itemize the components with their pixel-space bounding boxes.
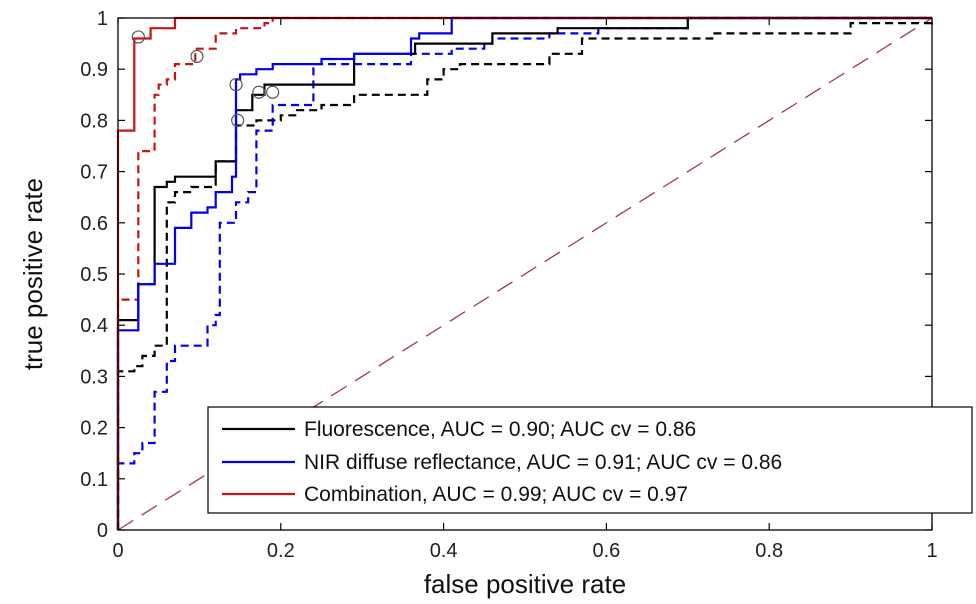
y-tick-label: 0: [97, 520, 108, 542]
x-tick-label: 1: [926, 540, 937, 562]
operating-point-markers: [131, 30, 280, 128]
y-tick-label: 0.9: [80, 59, 108, 81]
y-axis-title: true positive rate: [18, 178, 48, 370]
x-axis-title: false positive rate: [424, 569, 626, 599]
y-tick-label: 0.7: [80, 162, 108, 184]
y-tick-label: 0.5: [80, 264, 108, 286]
x-tick-label: 0: [112, 540, 123, 562]
x-tick-label: 0.4: [430, 540, 458, 562]
operating-point-marker: [190, 49, 204, 64]
x-tick-label: 0.2: [267, 540, 295, 562]
y-tick-label: 0.6: [80, 213, 108, 235]
y-tick-label: 0.3: [80, 366, 108, 388]
curve-fluorescence-cv: [116, 18, 934, 530]
curve-combination: [116, 16, 932, 530]
operating-point-marker: [229, 77, 243, 92]
curve-fluorescence: [116, 16, 932, 530]
y-tick-label: 0.8: [80, 110, 108, 132]
legend-label-nir: NIR diffuse reflectance, AUC = 0.91; AUC…: [304, 451, 782, 474]
operating-point-marker: [231, 113, 245, 128]
y-tick-label: 1: [97, 8, 108, 30]
legend: Fluorescence, AUC = 0.90; AUC cv = 0.86 …: [207, 406, 973, 514]
operating-point-marker: [252, 85, 266, 99]
operating-point-marker: [131, 30, 145, 44]
curve-chance: [117, 17, 933, 531]
curve-nir-diffuse-reflectance: [116, 16, 932, 530]
legend-label-fluorescence: Fluorescence, AUC = 0.90; AUC cv = 0.86: [304, 418, 696, 441]
roc-curves: [116, 16, 934, 531]
y-tick-label: 0.4: [80, 315, 108, 337]
y-tick-label: 0.1: [80, 469, 108, 491]
y-tick-label: 0.2: [80, 418, 108, 440]
operating-point-marker: [266, 85, 280, 99]
x-tick-label: 0.6: [592, 540, 620, 562]
legend-label-combination: Combination, AUC = 0.99; AUC cv = 0.97: [304, 483, 688, 506]
x-tick-label: 0.8: [755, 540, 783, 562]
curve-combination-cv: [116, 16, 932, 530]
legend-box: [207, 406, 973, 514]
axis-ticks: 0 0.2 0.4 0.6 0.8 1 0 0.1 0.2 0.3 0.4 0.5 0.6 0.7 0.8 0…: [80, 8, 937, 562]
